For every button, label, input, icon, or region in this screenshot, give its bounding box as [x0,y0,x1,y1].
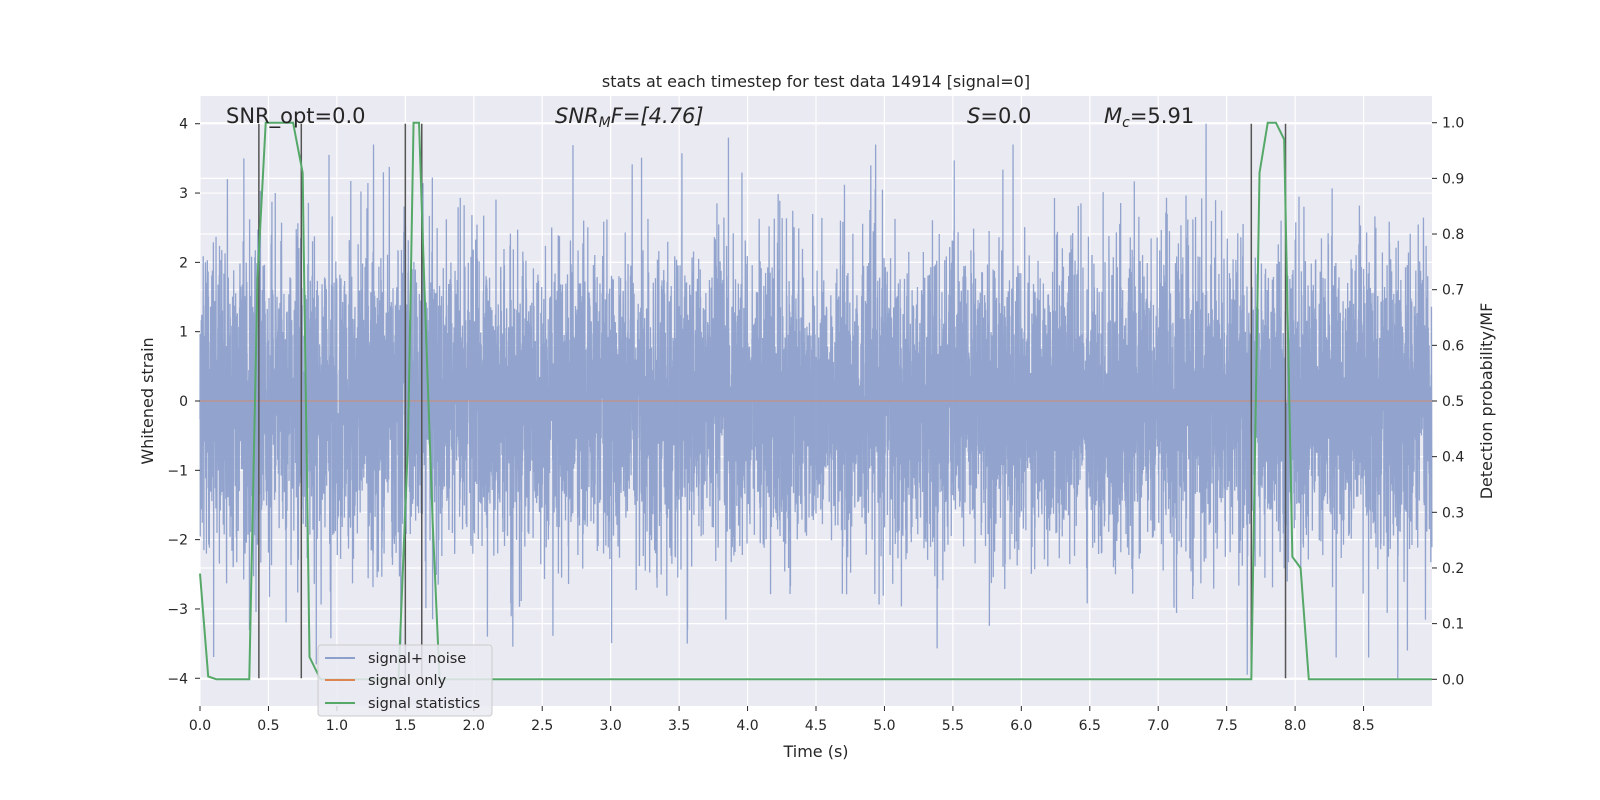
y2-ticks: 1.0 0.9 0.8 0.7 0.6 0.5 0.4 0.3 0.2 0.1 0.0 [1432,116,1464,688]
y2-tick-label-7: 0.3 [1442,505,1464,521]
y2-tick-label-0: 1.0 [1442,116,1464,132]
x-tick-label-0: 0.0 [189,718,211,734]
x-tick-label-5: 2.5 [531,718,553,734]
statistics-line [199,121,1432,681]
legend-label-signal-only: signal only [368,673,447,689]
annotation-mc-sub: c [1122,115,1130,131]
x-tick-label-13: 6.5 [1079,718,1101,734]
annotation-s: S=0.0 [967,104,1031,128]
y-tick-label-3: 1 [179,325,188,341]
annotation-s-rest: =0.0 [980,104,1031,128]
annotation-mc-rest: =5.91 [1130,104,1194,128]
chart-title: stats at each timestep for test data 149… [602,72,1030,91]
x-tick-label-4: 2.0 [463,718,485,734]
annotation-snr-mf: SNRMF=[4.76] [555,104,704,131]
x-tick-label-14: 7.0 [1147,718,1169,734]
y-ticks: 4 3 2 1 0 −1 −2 −3 −4 [167,117,200,687]
annotation-snr-mf-main: SNR [555,104,599,128]
x-tick-label-9: 4.5 [805,718,827,734]
y2-tick-label-2: 0.8 [1442,227,1464,243]
annotation-snr-mf-sub: M [599,115,611,131]
x-tick-label-11: 5.5 [942,718,964,734]
legend-label-statistics: signal statistics [368,696,480,712]
annotation-s-main: S [967,104,980,128]
x-tick-label-15: 7.5 [1216,718,1238,734]
series-signal-statistics [199,121,1432,681]
y-tick-label-8: −4 [167,671,188,687]
x-tick-label-12: 6.0 [1010,718,1032,734]
x-tick-label-16: 8.0 [1284,718,1306,734]
y2-tick-label-3: 0.7 [1442,283,1464,299]
annotation-snr-mf-rest: F=[4.76] [611,104,704,128]
y2-tick-label-10: 0.0 [1442,672,1464,688]
y2-tick-label-4: 0.6 [1442,338,1464,354]
y2-tick-label-8: 0.2 [1442,561,1464,577]
x-tick-label-17: 8.5 [1352,718,1374,734]
legend-box [317,644,493,717]
y-tick-label-5: −1 [167,463,188,479]
y2-tick-label-6: 0.4 [1442,450,1464,466]
y-tick-label-6: −2 [167,533,188,549]
annotation-snr-opt: SNR_opt=0.0 [226,104,366,129]
y-axis-label: Whitened strain [138,337,157,464]
x-tick-label-6: 3.0 [600,718,622,734]
legend-label-noise: signal+ noise [368,651,466,667]
x-ticks: 0.0 0.5 1.0 1.5 2.0 2.5 3.0 3.5 4.0 4.5 5.0 5.5 6.0 6… [189,706,1375,734]
y-tick-label-0: 4 [179,117,188,133]
y-tick-label-2: 2 [179,255,188,271]
y-tick-label-7: −3 [167,602,188,618]
y2-tick-label-9: 0.1 [1442,617,1464,633]
x-tick-label-2: 1.0 [326,718,348,734]
y2-axis-label: Detection probability/MF [1477,303,1496,500]
y-tick-label-4: 0 [179,394,188,410]
y-tick-label-1: 3 [179,186,188,202]
annotation-mc-main: M [1104,104,1122,128]
annotation-mc: Mc=5.91 [1104,104,1194,131]
x-tick-label-7: 3.5 [668,718,690,734]
x-axis-label: Time (s) [782,742,848,761]
x-tick-label-1: 0.5 [257,718,279,734]
y2-tick-label-5: 0.5 [1442,394,1464,410]
x-tick-label-10: 5.0 [873,718,895,734]
x-tick-label-3: 1.5 [394,718,416,734]
legend: signal+ noise signal only signal statist… [317,644,493,717]
y2-tick-label-1: 0.9 [1442,171,1464,187]
x-tick-label-8: 4.0 [736,718,758,734]
